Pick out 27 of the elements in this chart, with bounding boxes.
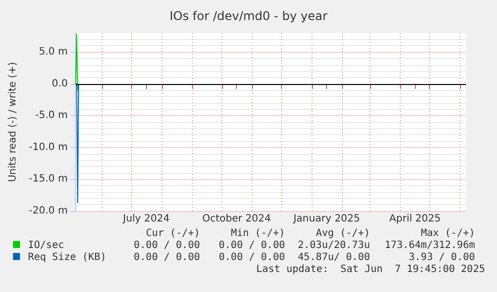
text: Avg (-/+) xyxy=(316,228,370,239)
x-tick-label: July 2024 xyxy=(122,214,170,224)
text: 0.00 / 0.00 xyxy=(134,240,200,251)
y-tick-label: -20.0 m xyxy=(28,206,68,216)
text: 45.87u/ 0.00 xyxy=(298,252,370,263)
legend-label: IO/sec xyxy=(27,240,64,251)
text: 0.00 / 0.00 xyxy=(218,240,285,251)
text: Min (-/+) xyxy=(230,228,285,239)
y-axis-title: Units read (-) / write (+) xyxy=(8,62,18,182)
text: Max (-/+) xyxy=(420,228,475,239)
x-tick-label: April 2025 xyxy=(389,214,441,224)
text: 173.64m/312.96m xyxy=(384,240,475,251)
y-tick-label: 5.0 m xyxy=(38,46,68,58)
text: 2.03u/20.73u xyxy=(298,240,370,251)
text: 0.00 / 0.00 xyxy=(134,252,200,263)
y-tick-label: -15.0 m xyxy=(28,174,68,185)
text: 3.93 / 0.00 xyxy=(408,252,475,263)
x-tick-label: October 2024 xyxy=(202,214,271,224)
x-tick-label: January 2025 xyxy=(292,214,360,224)
y-tick-label: -5.0 m xyxy=(35,110,68,122)
text: Last update: Sat Jun 7 19:45:00 2025 xyxy=(256,264,485,275)
text: 0.00 / 0.00 xyxy=(218,252,285,263)
text: Cur (-/+) xyxy=(146,228,200,239)
y-tick-label: 0.0 xyxy=(52,78,68,90)
legend-label: Req Size (KB) xyxy=(27,252,106,263)
y-tick-label: -10.0 m xyxy=(28,142,68,153)
chart-title: IOs for /dev/md0 - by year xyxy=(170,9,328,23)
